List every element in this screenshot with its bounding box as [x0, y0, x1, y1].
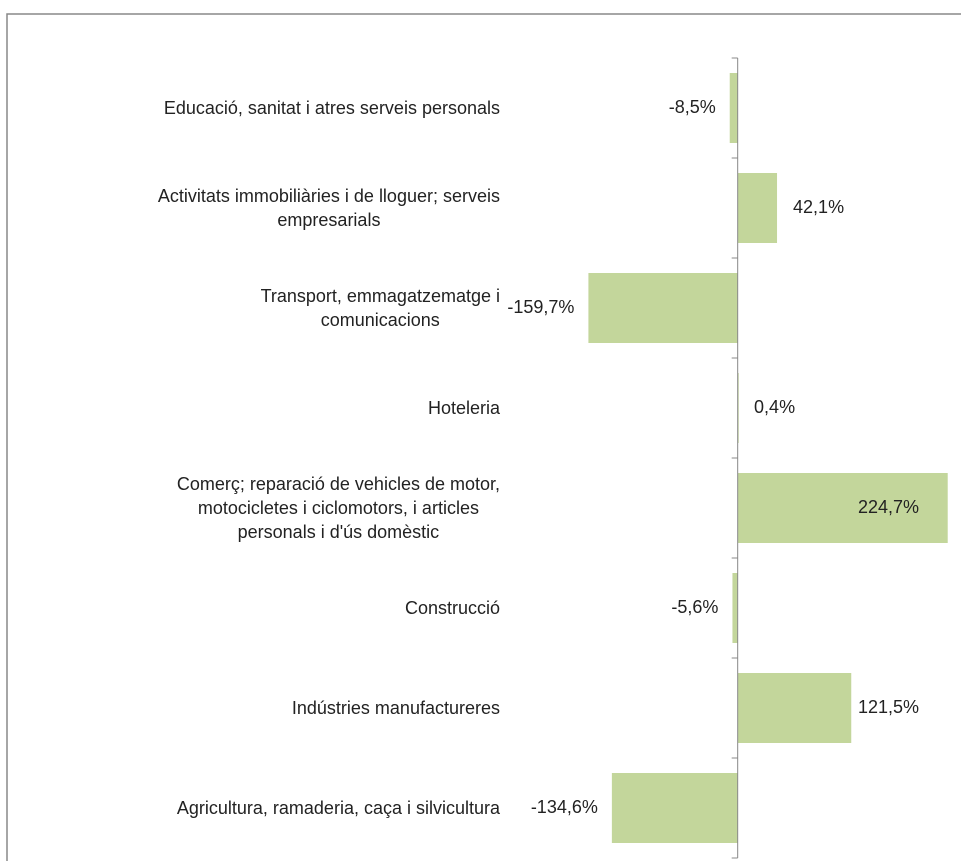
category-label: Educació, sanitat i atres serveis person…	[163, 98, 500, 118]
data-label: -159,7%	[507, 297, 574, 317]
category-label: Activitats immobiliàries i de lloguer; s…	[157, 186, 500, 230]
bar	[588, 273, 738, 343]
category-label: Comerç; reparació de vehicles de motor, …	[176, 474, 500, 542]
bar	[737, 473, 948, 543]
bar	[732, 573, 738, 643]
bar	[737, 673, 852, 743]
chart-frame	[6, 13, 961, 861]
category-label: Transport, emmagatzematge i comunicacion…	[260, 286, 500, 330]
data-label: 121,5%	[858, 697, 919, 717]
data-label: 0,4%	[754, 397, 795, 417]
data-label: -8,5%	[669, 97, 716, 117]
bar	[729, 73, 738, 143]
category-label: Agricultura, ramaderia, caça i silvicult…	[176, 798, 500, 818]
category-label: Hoteleria	[427, 398, 500, 418]
bar	[737, 173, 778, 243]
data-label: -134,6%	[531, 797, 598, 817]
bar	[611, 773, 738, 843]
category-label: Indústries manufactureres	[291, 698, 500, 718]
data-label: 42,1%	[793, 197, 844, 217]
category-label: Construcció	[404, 598, 500, 618]
data-label: -5,6%	[671, 597, 718, 617]
data-label: 224,7%	[858, 497, 919, 517]
